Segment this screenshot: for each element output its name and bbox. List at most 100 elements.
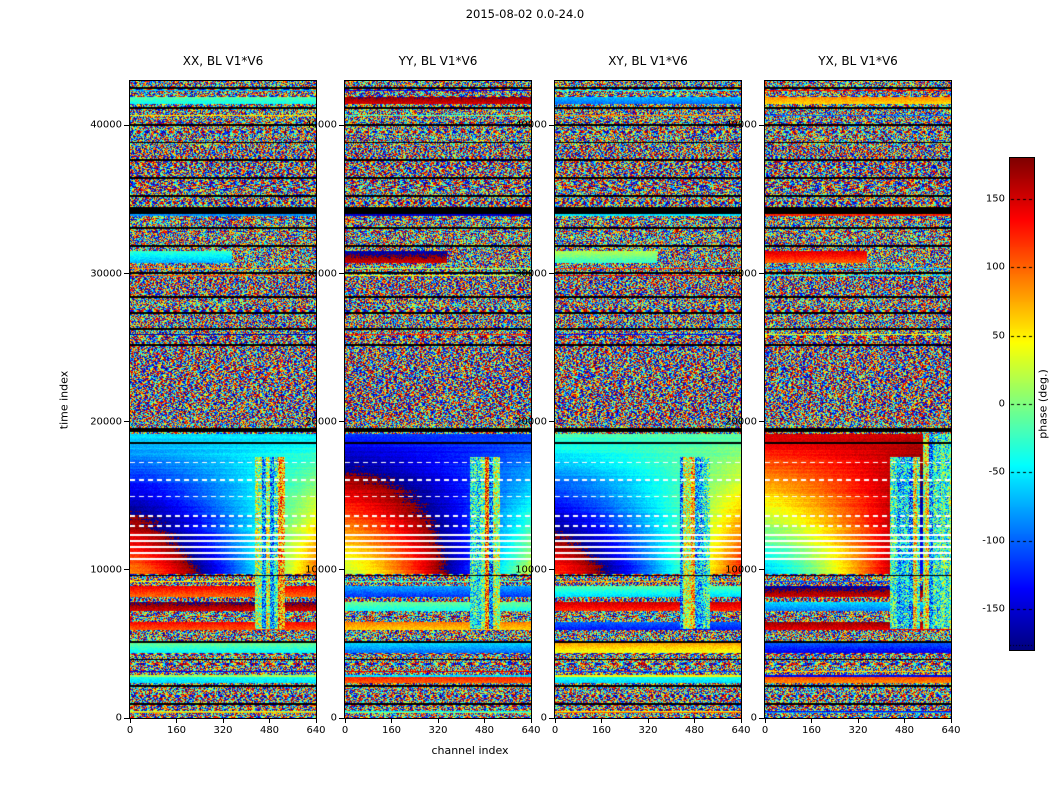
colorbar-tick-label: 100 — [985, 261, 1005, 273]
colorbar-gradient — [1010, 158, 1034, 650]
x-tick-mark — [857, 719, 859, 723]
x-tick-mark — [344, 719, 346, 723]
y-tick-label: 10000 — [90, 564, 122, 576]
y-tick-mark — [124, 124, 129, 126]
y-tick-label: 40000 — [90, 119, 122, 131]
y-tick-mark — [549, 124, 554, 126]
y-tick-label: 20000 — [725, 416, 757, 428]
x-tick-label: 320 — [213, 725, 233, 736]
colorbar-tick-label: 50 — [992, 330, 1005, 342]
figure-title: 2015-08-02 0.0-24.0 — [465, 7, 585, 21]
x-axis-label: channel index — [431, 744, 509, 757]
colorbar — [1009, 157, 1035, 651]
colorbar-tick-label: -50 — [988, 466, 1005, 478]
x-tick-label: 640 — [306, 725, 326, 736]
panel-title-xx: XX, BL V1*V6 — [182, 54, 264, 68]
y-tick-mark — [549, 421, 554, 423]
heatmap-panel-xy — [554, 80, 742, 719]
y-tick-mark — [549, 569, 554, 571]
x-tick-mark — [269, 719, 270, 723]
y-tick-mark — [549, 717, 554, 719]
y-tick-mark — [759, 717, 764, 719]
x-tick-label: 480 — [259, 725, 280, 736]
x-tick-mark — [764, 719, 766, 723]
panel-title-xy: XY, BL V1*V6 — [608, 54, 688, 68]
heatmap-canvas-yy — [345, 81, 531, 718]
y-tick-mark — [759, 273, 764, 275]
y-tick-label: 10000 — [515, 564, 547, 576]
heatmap-panel-yy — [344, 80, 532, 719]
y-tick-mark — [124, 273, 129, 275]
x-tick-mark — [484, 719, 485, 723]
heatmap-canvas-yx — [765, 81, 951, 718]
y-tick-label: 40000 — [725, 119, 757, 131]
panel-title-yy: YY, BL V1*V6 — [398, 54, 478, 68]
x-tick-label: 320 — [428, 725, 448, 736]
x-tick-label: 0 — [761, 725, 769, 736]
x-tick-mark — [950, 719, 952, 723]
y-tick-label: 40000 — [305, 119, 337, 131]
x-tick-mark — [694, 719, 695, 723]
y-tick-label: 30000 — [515, 268, 547, 280]
y-tick-mark — [339, 569, 344, 571]
y-tick-mark — [124, 421, 129, 423]
y-tick-mark — [759, 124, 764, 126]
x-tick-mark — [647, 719, 649, 723]
y-tick-label: 20000 — [305, 416, 337, 428]
y-tick-label: 10000 — [305, 564, 337, 576]
x-tick-label: 0 — [551, 725, 559, 736]
x-tick-label: 320 — [848, 725, 868, 736]
colorbar-tick-label: -100 — [982, 535, 1005, 547]
y-tick-mark — [759, 421, 764, 423]
x-tick-label: 640 — [521, 725, 541, 736]
y-tick-label: 20000 — [90, 416, 122, 428]
y-tick-mark — [339, 124, 344, 126]
y-tick-mark — [339, 421, 344, 423]
x-tick-mark — [176, 719, 177, 723]
x-tick-mark — [601, 719, 602, 723]
y-tick-label: 0 — [330, 712, 337, 724]
x-tick-mark — [740, 719, 742, 723]
x-tick-label: 160 — [591, 725, 612, 736]
x-tick-label: 160 — [381, 725, 402, 736]
x-tick-mark — [811, 719, 812, 723]
colorbar-label: phase (deg.) — [1036, 369, 1050, 439]
y-tick-label: 30000 — [90, 268, 122, 280]
y-tick-label: 30000 — [725, 268, 757, 280]
x-tick-label: 0 — [341, 725, 349, 736]
y-tick-mark — [124, 569, 129, 571]
y-tick-mark — [549, 273, 554, 275]
y-tick-mark — [339, 717, 344, 719]
y-tick-label: 30000 — [305, 268, 337, 280]
y-tick-mark — [124, 717, 129, 719]
y-tick-mark — [339, 273, 344, 275]
y-axis-label: time index — [57, 370, 71, 430]
x-tick-mark — [315, 719, 317, 723]
y-tick-label: 0 — [540, 712, 547, 724]
y-tick-label: 40000 — [515, 119, 547, 131]
heatmap-canvas-xx — [130, 81, 316, 718]
x-tick-label: 480 — [474, 725, 495, 736]
y-tick-label: 0 — [115, 712, 122, 724]
y-tick-mark — [759, 569, 764, 571]
x-tick-mark — [129, 719, 131, 723]
x-tick-mark — [904, 719, 905, 723]
heatmap-panel-xx — [129, 80, 317, 719]
y-tick-label: 20000 — [515, 416, 547, 428]
heatmap-panel-yx — [764, 80, 952, 719]
y-tick-label: 10000 — [725, 564, 757, 576]
x-tick-mark — [554, 719, 556, 723]
heatmap-canvas-xy — [555, 81, 741, 718]
y-tick-label: 0 — [750, 712, 757, 724]
panel-title-yx: YX, BL V1*V6 — [818, 54, 898, 68]
x-tick-label: 480 — [684, 725, 705, 736]
colorbar-tick-label: 150 — [985, 193, 1005, 205]
x-tick-mark — [222, 719, 224, 723]
x-tick-label: 160 — [166, 725, 187, 736]
x-tick-mark — [530, 719, 532, 723]
x-tick-mark — [391, 719, 392, 723]
x-tick-label: 160 — [801, 725, 822, 736]
x-tick-label: 640 — [941, 725, 961, 736]
x-tick-label: 0 — [126, 725, 134, 736]
